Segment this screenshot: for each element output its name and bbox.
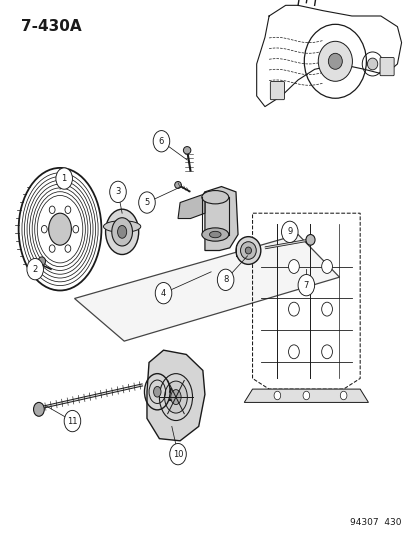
Ellipse shape (170, 390, 181, 405)
Text: 10: 10 (172, 450, 183, 458)
Ellipse shape (240, 241, 256, 260)
Circle shape (65, 245, 71, 252)
Ellipse shape (318, 42, 351, 82)
Circle shape (297, 274, 314, 296)
Polygon shape (74, 235, 339, 341)
Ellipse shape (105, 209, 138, 255)
Ellipse shape (235, 237, 260, 264)
Circle shape (153, 131, 169, 152)
Ellipse shape (367, 58, 377, 70)
Circle shape (339, 391, 346, 400)
Circle shape (273, 391, 280, 400)
Circle shape (169, 443, 186, 465)
Circle shape (321, 302, 332, 316)
Ellipse shape (112, 217, 132, 246)
Circle shape (155, 282, 171, 304)
Ellipse shape (202, 228, 228, 241)
Text: 1: 1 (62, 174, 66, 183)
Text: 8: 8 (223, 276, 228, 284)
Circle shape (217, 269, 233, 290)
Circle shape (288, 260, 299, 273)
Circle shape (49, 206, 55, 214)
Text: 7-430A: 7-430A (21, 19, 81, 34)
Text: 2: 2 (33, 265, 38, 273)
Circle shape (49, 245, 55, 252)
Circle shape (302, 391, 309, 400)
Circle shape (138, 192, 155, 213)
Ellipse shape (244, 247, 251, 254)
Ellipse shape (183, 147, 190, 154)
FancyBboxPatch shape (379, 58, 393, 76)
Text: 94307  430: 94307 430 (349, 518, 401, 527)
Ellipse shape (305, 235, 314, 245)
Text: 6: 6 (159, 137, 164, 146)
Polygon shape (147, 350, 204, 441)
Text: 9: 9 (287, 228, 292, 236)
Circle shape (281, 221, 297, 243)
Ellipse shape (117, 225, 126, 238)
Circle shape (321, 260, 332, 273)
Text: 11: 11 (67, 417, 78, 425)
Polygon shape (244, 389, 368, 402)
Circle shape (288, 302, 299, 316)
Text: 5: 5 (144, 198, 149, 207)
Ellipse shape (202, 190, 228, 204)
Circle shape (288, 345, 299, 359)
Text: 3: 3 (115, 188, 120, 196)
Circle shape (109, 181, 126, 203)
Circle shape (73, 225, 78, 233)
Ellipse shape (209, 231, 221, 238)
Circle shape (27, 259, 43, 280)
Ellipse shape (153, 386, 161, 397)
Text: 4: 4 (161, 289, 166, 297)
Circle shape (65, 206, 71, 214)
Circle shape (321, 345, 332, 359)
Circle shape (56, 168, 72, 189)
Text: 7: 7 (303, 281, 308, 289)
Ellipse shape (48, 213, 71, 245)
Ellipse shape (164, 381, 187, 413)
Ellipse shape (38, 257, 45, 265)
Polygon shape (178, 192, 204, 219)
Polygon shape (204, 187, 237, 251)
Ellipse shape (328, 53, 342, 69)
FancyBboxPatch shape (270, 82, 284, 100)
Ellipse shape (174, 181, 181, 189)
Circle shape (41, 225, 47, 233)
Circle shape (33, 402, 44, 416)
Ellipse shape (103, 221, 140, 232)
Circle shape (64, 410, 81, 432)
